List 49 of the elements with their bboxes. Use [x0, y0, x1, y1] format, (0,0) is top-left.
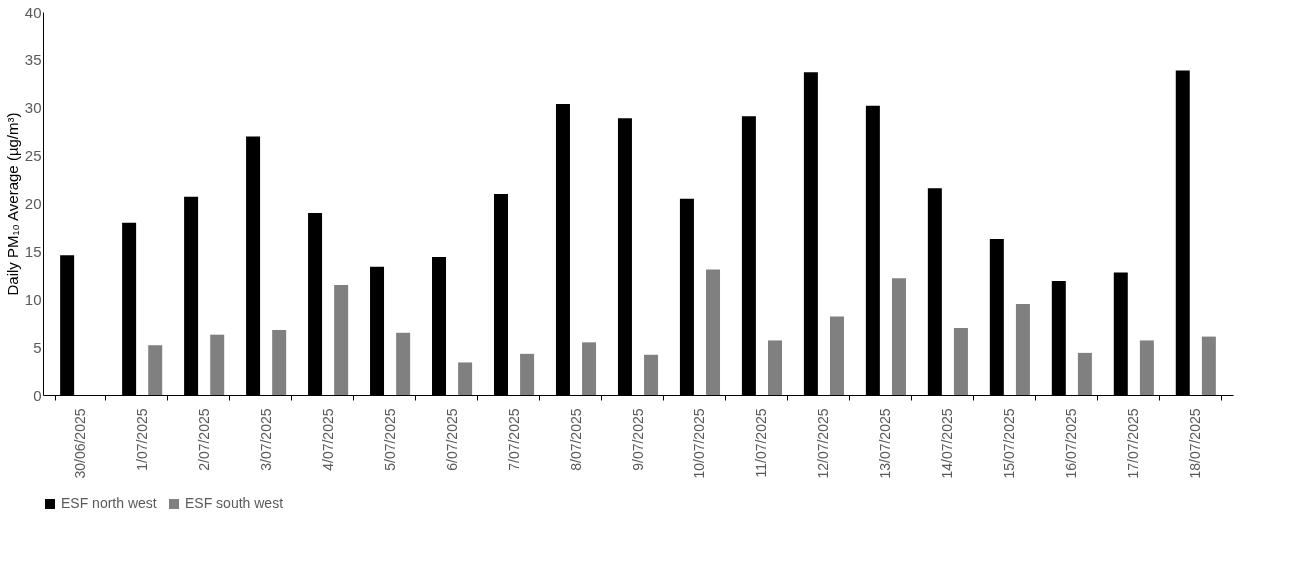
y-axis-title: Daily PM₁₀ Average (µg/m³) [3, 112, 21, 296]
x-tick-label: 14/07/2025 [939, 408, 956, 479]
y-tick-label: 30 [24, 99, 42, 117]
x-tick-label: 12/07/2025 [815, 408, 832, 479]
x-tick-label: 18/07/2025 [1187, 408, 1204, 479]
bar [396, 332, 411, 395]
y-tick-label: 25 [24, 147, 42, 165]
bar [829, 316, 844, 395]
bar [1077, 352, 1092, 395]
y-tick-label: 20 [24, 195, 42, 212]
legend-label: ESF south west [185, 495, 284, 511]
bar [953, 327, 968, 395]
x-tick-label: 10/07/2025 [691, 408, 708, 479]
y-tick-label: 40 [24, 3, 42, 21]
bar [272, 329, 287, 395]
legend-label: ESF north west [61, 495, 157, 511]
x-tick-label: 30/06/2025 [71, 408, 88, 479]
y-tick-label: 5 [33, 338, 42, 356]
x-tick-label: 9/07/2025 [629, 408, 646, 471]
x-tick-label: 5/07/2025 [381, 408, 398, 471]
bar [1139, 340, 1154, 395]
x-tick-label: 11/07/2025 [753, 408, 770, 478]
x-tick-label: 3/07/2025 [257, 408, 274, 471]
bar [891, 278, 906, 395]
bar [334, 284, 349, 395]
x-tick-label: 4/07/2025 [319, 408, 336, 471]
y-tick-label: 35 [24, 51, 42, 69]
y-tick-label: 0 [33, 386, 42, 404]
bar [520, 353, 535, 395]
bar [768, 340, 783, 395]
bar [644, 354, 659, 395]
bar [582, 342, 597, 395]
x-tick-label: 1/07/2025 [133, 408, 150, 471]
bar [706, 269, 721, 395]
x-tick-label: 2/07/2025 [195, 408, 212, 471]
x-tick-label: 6/07/2025 [443, 408, 460, 471]
y-tick-label: 15 [24, 242, 42, 260]
bar [148, 345, 163, 395]
x-tick-label: 17/07/2025 [1125, 408, 1142, 479]
bar [210, 334, 225, 395]
x-tick-label: 15/07/2025 [1001, 408, 1018, 479]
y-tick-label: 10 [24, 290, 42, 308]
bar [458, 362, 473, 395]
x-tick-label: 16/07/2025 [1063, 408, 1080, 479]
x-tick-label: 13/07/2025 [877, 408, 894, 479]
bar [1201, 336, 1216, 395]
bar [1015, 304, 1030, 395]
x-tick-label: 7/07/2025 [505, 408, 522, 471]
x-tick-label: 8/07/2025 [567, 408, 584, 471]
